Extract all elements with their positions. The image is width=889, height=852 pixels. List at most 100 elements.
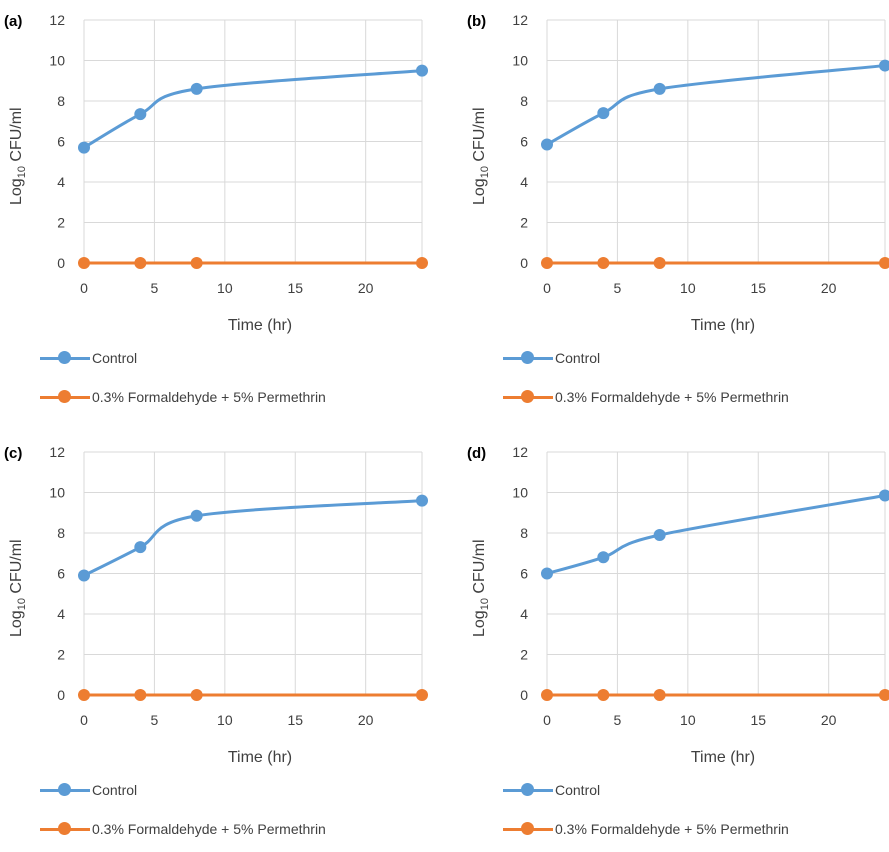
legend-label-control: Control [92,782,138,798]
y-tick-label: 6 [57,566,65,582]
data-point-control [416,494,428,507]
x-tick-label: 10 [680,280,696,296]
series-line-control [83,499,423,577]
data-point-control [134,108,147,121]
y-tick-label: 0 [57,255,65,271]
y-tick-label: 0 [520,255,528,271]
data-point-treatment [541,689,553,701]
y-tick-label: 6 [520,566,528,582]
x-axis-title: Time (hr) [228,749,292,766]
legend-swatch-treatment [40,820,90,838]
y-tick-label: 8 [57,525,65,541]
panel-label: (c) [4,445,23,462]
data-point-control [597,551,610,564]
line-chart: 0 2 4 6 8 10 12 0 5 10 15 20 Time (hr) [49,12,428,334]
data-point-treatment [78,689,90,701]
x-axis-title: Time (hr) [691,749,755,766]
data-point-control [597,107,610,120]
x-tick-label: 15 [750,712,766,728]
x-tick-label: 20 [821,712,837,728]
x-tick-label: 10 [217,712,233,728]
y-tick-label: 12 [512,12,528,28]
line-chart: 0 2 4 6 8 10 12 0 5 10 15 20 Time (hr) [512,444,889,766]
y-tick-label: 2 [520,647,528,663]
data-point-treatment [134,689,147,701]
panel-label: (b) [467,13,487,30]
data-point-control [78,141,90,154]
y-tick-label: 2 [57,647,65,663]
panel-label: (d) [467,445,487,462]
x-tick-label: 5 [151,280,159,296]
legend-label-treatment: 0.3% Formaldehyde + 5% Permethrin [92,389,326,405]
y-tick-label: 4 [520,174,528,190]
y-tick-label: 8 [57,93,65,109]
legend-label-treatment: 0.3% Formaldehyde + 5% Permethrin [555,821,789,837]
data-point-treatment [416,257,428,269]
y-tick-label: 10 [512,53,528,69]
x-tick-label: 20 [821,280,837,296]
x-tick-label: 0 [543,712,551,728]
data-point-control [879,59,889,72]
x-tick-label: 20 [358,280,374,296]
data-point-treatment [190,689,203,701]
x-tick-label: 10 [217,280,233,296]
y-tick-label: 12 [49,444,65,460]
x-tick-label: 20 [358,712,374,728]
series-line-control [546,494,886,575]
data-point-control [190,82,203,95]
y-tick-label: 12 [512,444,528,460]
data-point-treatment [78,257,90,269]
legend-swatch-control [503,349,553,367]
chart-panel-d: (d) Log10 CFU/ml 0 2 4 6 8 10 12 0 5 10 15 20 Time (… [463,432,889,852]
data-point-treatment [597,257,610,269]
data-point-treatment [190,257,203,269]
y-tick-label: 2 [520,215,528,231]
line-chart: 0 2 4 6 8 10 12 0 5 10 15 20 Time (hr) [49,444,428,766]
data-point-control [416,64,428,77]
data-point-control [78,569,90,582]
y-tick-label: 12 [49,12,65,28]
legend-swatch-treatment [40,388,90,406]
panel-label: (a) [4,13,23,30]
legend-label-control: Control [555,350,601,366]
legend-swatch-treatment [503,820,553,838]
legend-swatch-control [40,349,90,367]
series-line-control [546,64,886,146]
series-line-control [83,69,423,149]
x-tick-label: 15 [287,280,303,296]
data-point-treatment [879,257,889,269]
x-tick-label: 0 [80,712,88,728]
x-tick-label: 5 [151,712,159,728]
x-tick-label: 0 [543,280,551,296]
data-point-treatment [653,257,666,269]
legend-swatch-control [40,781,90,799]
legend-label-control: Control [555,782,601,798]
legend-label-treatment: 0.3% Formaldehyde + 5% Permethrin [555,389,789,405]
y-tick-label: 8 [520,93,528,109]
y-tick-label: 0 [520,687,528,703]
x-tick-label: 15 [750,280,766,296]
data-point-treatment [879,689,889,701]
x-tick-label: 15 [287,712,303,728]
chart-panel-a: (a) Log10 CFU/ml 0 2 4 6 8 10 12 0 5 10 15 20 Time (… [0,0,444,420]
data-point-control [190,509,203,522]
legend-swatch-treatment [503,388,553,406]
y-tick-label: 6 [57,134,65,150]
x-tick-label: 0 [80,280,88,296]
y-tick-label: 4 [57,174,65,190]
y-tick-label: 0 [57,687,65,703]
y-tick-label: 10 [49,53,65,69]
data-point-control [134,541,147,554]
data-point-treatment [653,689,666,701]
data-point-control [541,138,553,151]
legend-label-treatment: 0.3% Formaldehyde + 5% Permethrin [92,821,326,837]
data-point-control [541,567,553,580]
data-point-control [879,489,889,502]
data-point-treatment [541,257,553,269]
line-chart: 0 2 4 6 8 10 12 0 5 10 15 20 Time (hr) [512,12,889,334]
chart-panel-b: (b) Log10 CFU/ml 0 2 4 6 8 10 12 0 5 10 15 20 Time (… [463,0,889,420]
y-tick-label: 10 [49,485,65,501]
data-point-treatment [416,689,428,701]
x-tick-label: 5 [614,712,622,728]
data-point-control [653,82,666,95]
